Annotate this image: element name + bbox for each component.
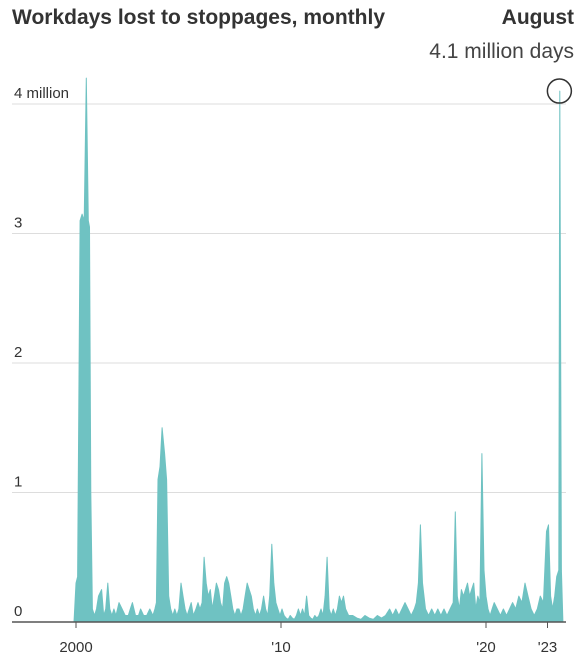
y-axis-ticks: 0 1 2 3 4 million — [14, 85, 69, 620]
annotation-label: August — [501, 6, 574, 29]
x-tick-label-1: '10 — [271, 639, 291, 656]
y-tick-label-3: 3 — [14, 215, 22, 232]
x-tick-label-3: '23 — [538, 639, 558, 656]
x-tick-label-2: '20 — [476, 639, 496, 656]
y-tick-label-2: 2 — [14, 344, 22, 361]
x-axis-ticks: 2000 '10 '20 '23 — [59, 622, 557, 656]
y-tick-label-1: 1 — [14, 474, 22, 491]
annotation-value: 4.1 million days — [429, 40, 574, 63]
y-tick-label-4: 4 million — [14, 85, 69, 102]
gridlines — [12, 103, 566, 493]
workdays-lost-area — [73, 77, 564, 623]
x-tick-label-0: 2000 — [59, 639, 92, 656]
chart-title: Workdays lost to stoppages, monthly — [12, 6, 385, 29]
y-tick-label-0: 0 — [14, 603, 22, 620]
august-highlight-circle — [546, 78, 573, 104]
